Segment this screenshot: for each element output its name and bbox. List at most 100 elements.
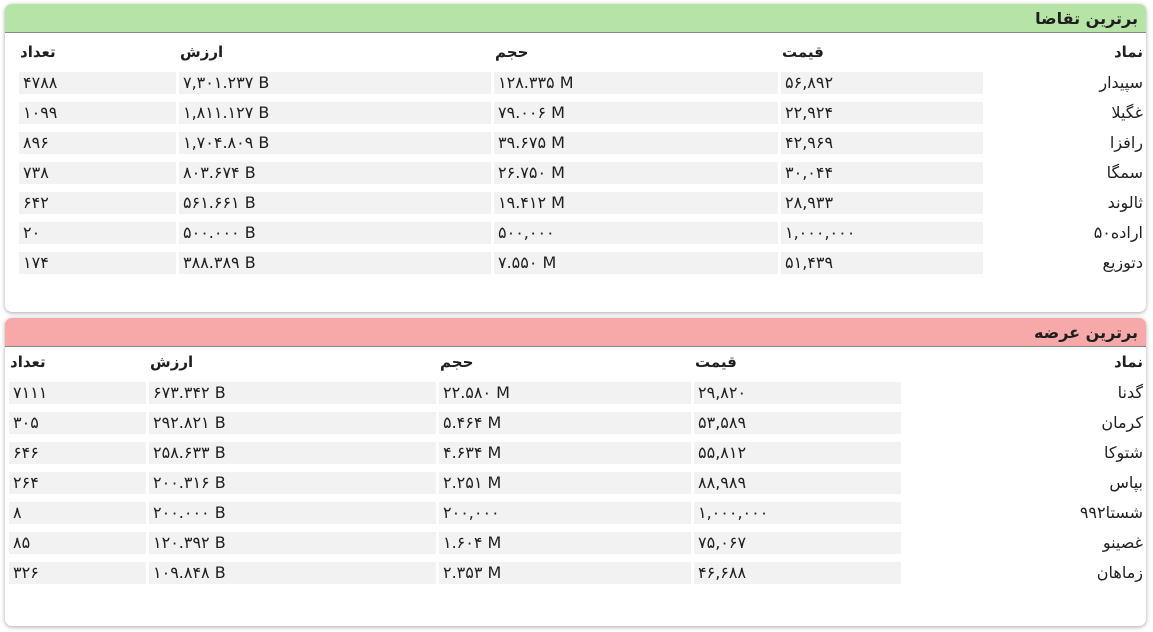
top-supply-panel: برترین عرضه نماد قیمت حجم ارزش تعداد گدن… [5,318,1146,626]
symbol-cell: اراده۵۰ [1093,223,1143,242]
price-cell: ۷۵,۰۶۷ [694,532,901,554]
symbol-cell: بپاس [1109,473,1143,492]
symbol-cell: شستا۹۹۲ [1079,503,1143,522]
table-row[interactable]: اراده۵۰ ۱,۰۰۰,۰۰۰ ۵۰۰,۰۰۰ ۵۰۰.۰۰۰ B ۲۰ [15,218,1146,248]
table-row[interactable]: رافزا ۴۲,۹۶۹ ۳۹.۶۷۵ M ۱,۷۰۴.۸۰۹ B ۸۹۶ [15,128,1146,158]
symbol-cell: غگیلا [1111,103,1143,122]
volume-cell: ۴.۶۳۴ M [439,442,691,464]
symbol-cell: رافزا [1109,133,1143,152]
header-count: تعداد [20,43,56,61]
top-supply-title: برترین عرضه [1034,322,1138,342]
value-cell: ۲۵۸.۶۳۳ B [149,442,436,464]
value-cell: ۲۹۲.۸۲۱ B [149,412,436,434]
count-cell: ۳۲۶ [9,562,146,584]
count-cell: ۸۵ [9,532,146,554]
symbol-cell: زماهان [1096,563,1143,582]
symbol-cell: شتوکا [1104,443,1143,462]
header-price: قیمت [695,353,737,371]
count-cell: ۸ [9,502,146,524]
volume-cell: ۲.۲۵۱ M [439,472,691,494]
count-cell: ۲۰ [19,222,176,244]
price-cell: ۱,۰۰۰,۰۰۰ [781,222,983,244]
header-volume: حجم [495,43,529,61]
count-cell: ۴۷۸۸ [19,72,176,94]
count-cell: ۷۱۱۱ [9,382,146,404]
table-row[interactable]: گدنا ۲۹,۸۲۰ ۲۲.۵۸۰ M ۶۷۳.۳۴۲ B ۷۱۱۱ [9,378,1146,408]
volume-cell: ۵.۴۶۴ M [439,412,691,434]
volume-cell: ۵۰۰,۰۰۰ [494,222,778,244]
count-cell: ۶۴۶ [9,442,146,464]
table-row[interactable]: زماهان ۴۶,۶۸۸ ۲.۳۵۳ M ۱۰۹.۸۴۸ B ۳۲۶ [9,558,1146,588]
top-demand-rows: سپیدار ۵۶,۸۹۲ ۱۲۸.۳۳۵ M ۷,۳۰۱.۲۳۷ B ۴۷۸۸ غگیل… [15,68,1146,278]
header-price: قیمت [782,43,824,61]
price-cell: ۲۸,۹۳۳ [781,192,983,214]
price-cell: ۱,۰۰۰,۰۰۰ [694,502,901,524]
table-row[interactable]: غصینو ۷۵,۰۶۷ ۱.۶۰۴ M ۱۲۰.۳۹۲ B ۸۵ [9,528,1146,558]
top-supply-rows: گدنا ۲۹,۸۲۰ ۲۲.۵۸۰ M ۶۷۳.۳۴۲ B ۷۱۱۱ کرمان ۵۳,۵… [9,378,1146,588]
volume-cell: ۲۰۰,۰۰۰ [439,502,691,524]
symbol-cell: سپیدار [1099,73,1143,92]
table-row[interactable]: بپاس ۸۸,۹۸۹ ۲.۲۵۱ M ۲۰۰.۳۱۶ B ۲۶۴ [9,468,1146,498]
value-cell: ۲۰۰.۳۱۶ B [149,472,436,494]
table-row[interactable]: ثالوند ۲۸,۹۳۳ ۱۹.۴۱۲ M ۵۶۱.۶۶۱ B ۶۴۲ [15,188,1146,218]
price-cell: ۵۶,۸۹۲ [781,72,983,94]
top-supply-table: نماد قیمت حجم ارزش تعداد گدنا ۲۹,۸۲۰ ۲۲.۵۸… [9,346,1146,588]
price-cell: ۵۵,۸۱۲ [694,442,901,464]
volume-cell: ۲۲.۵۸۰ M [439,382,691,404]
volume-cell: ۱.۶۰۴ M [439,532,691,554]
value-cell: ۲۰۰.۰۰۰ B [149,502,436,524]
header-count: تعداد [10,353,46,371]
price-cell: ۵۳,۵۸۹ [694,412,901,434]
count-cell: ۸۹۶ [19,132,176,154]
symbol-cell: دتوزیع [1102,253,1143,272]
table-row[interactable]: کرمان ۵۳,۵۸۹ ۵.۴۶۴ M ۲۹۲.۸۲۱ B ۳۰۵ [9,408,1146,438]
table-row[interactable]: سپیدار ۵۶,۸۹۲ ۱۲۸.۳۳۵ M ۷,۳۰۱.۲۳۷ B ۴۷۸۸ [15,68,1146,98]
price-cell: ۲۹,۸۲۰ [694,382,901,404]
price-cell: ۴۶,۶۸۸ [694,562,901,584]
count-cell: ۳۰۵ [9,412,146,434]
count-cell: ۶۴۲ [19,192,176,214]
value-cell: ۸۰۳.۶۷۴ B [179,162,491,184]
header-volume: حجم [440,353,474,371]
value-cell: ۵۰۰.۰۰۰ B [179,222,491,244]
volume-cell: ۲۶.۷۵۰ M [494,162,778,184]
top-demand-title: برترین تقاضا [1035,8,1138,28]
price-cell: ۵۱,۴۳۹ [781,252,983,274]
volume-cell: ۲.۳۵۳ M [439,562,691,584]
value-cell: ۳۸۸.۳۸۹ B [179,252,491,274]
value-cell: ۵۶۱.۶۶۱ B [179,192,491,214]
table-header-row: نماد قیمت حجم ارزش تعداد [15,36,1146,68]
top-demand-panel: برترین تقاضا نماد قیمت حجم ارزش تعداد سپ… [5,4,1146,312]
header-value: ارزش [150,353,194,371]
symbol-cell: گدنا [1117,383,1143,402]
volume-cell: ۱۹.۴۱۲ M [494,192,778,214]
top-demand-header: برترین تقاضا [5,4,1146,33]
count-cell: ۲۶۴ [9,472,146,494]
volume-cell: ۷.۵۵۰ M [494,252,778,274]
price-cell: ۴۲,۹۶۹ [781,132,983,154]
volume-cell: ۷۹.۰۰۶ M [494,102,778,124]
symbol-cell: غصینو [1102,533,1143,552]
header-symbol: نماد [1113,43,1143,61]
price-cell: ۸۸,۹۸۹ [694,472,901,494]
table-header-row: نماد قیمت حجم ارزش تعداد [10,346,1146,378]
header-value: ارزش [180,43,224,61]
symbol-cell: کرمان [1101,413,1143,432]
value-cell: ۱,۷۰۴.۸۰۹ B [179,132,491,154]
value-cell: ۱۲۰.۳۹۲ B [149,532,436,554]
value-cell: ۷,۳۰۱.۲۳۷ B [179,72,491,94]
volume-cell: ۳۹.۶۷۵ M [494,132,778,154]
price-cell: ۲۲,۹۲۴ [781,102,983,124]
value-cell: ۱,۸۱۱.۱۲۷ B [179,102,491,124]
top-supply-header: برترین عرضه [5,318,1146,347]
table-row[interactable]: غگیلا ۲۲,۹۲۴ ۷۹.۰۰۶ M ۱,۸۱۱.۱۲۷ B ۱۰۹۹ [15,98,1146,128]
count-cell: ۷۳۸ [19,162,176,184]
value-cell: ۶۷۳.۳۴۲ B [149,382,436,404]
table-row[interactable]: سمگا ۳۰,۰۴۴ ۲۶.۷۵۰ M ۸۰۳.۶۷۴ B ۷۳۸ [15,158,1146,188]
symbol-cell: سمگا [1106,163,1143,182]
count-cell: ۱۰۹۹ [19,102,176,124]
table-row[interactable]: دتوزیع ۵۱,۴۳۹ ۷.۵۵۰ M ۳۸۸.۳۸۹ B ۱۷۴ [15,248,1146,278]
count-cell: ۱۷۴ [19,252,176,274]
table-row[interactable]: شتوکا ۵۵,۸۱۲ ۴.۶۳۴ M ۲۵۸.۶۳۳ B ۶۴۶ [9,438,1146,468]
